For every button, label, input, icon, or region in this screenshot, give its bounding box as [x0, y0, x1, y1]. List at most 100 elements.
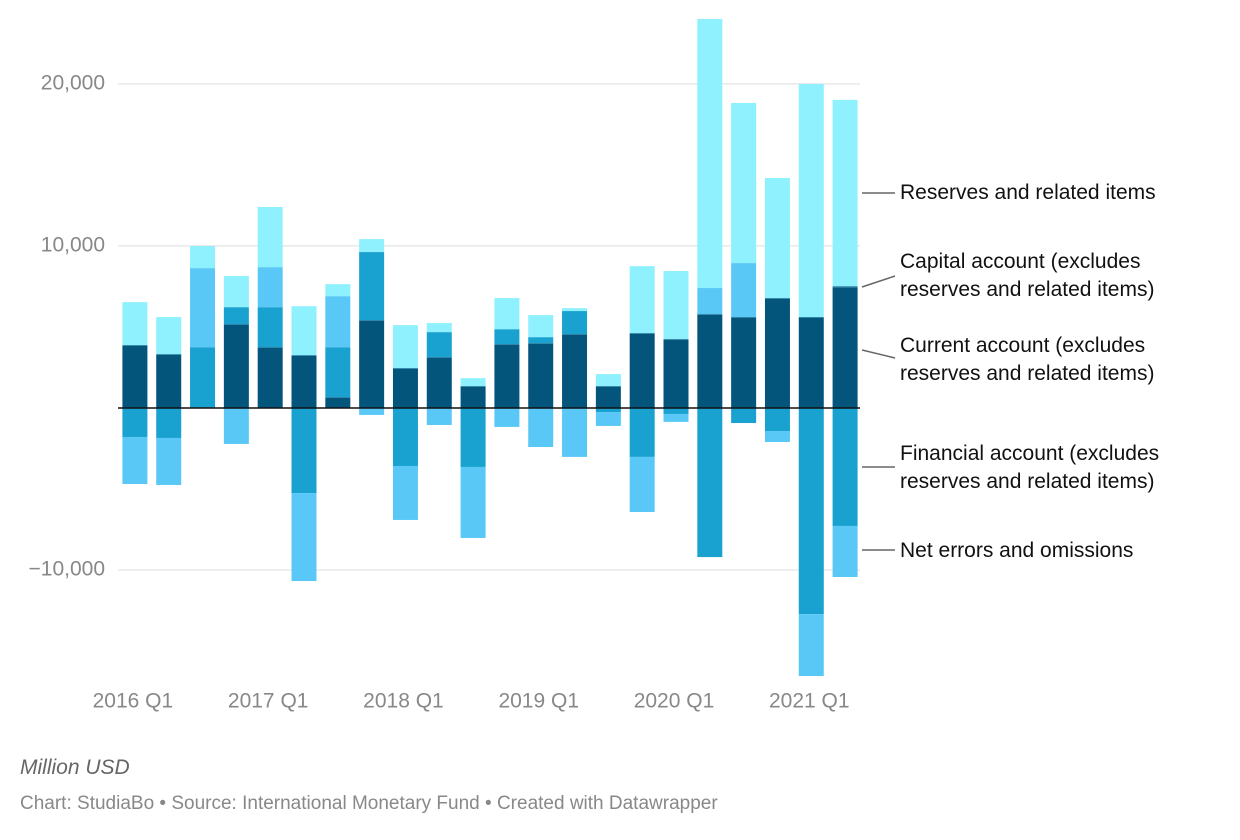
bar-segment: [629, 333, 655, 408]
bar-segment: [426, 357, 452, 408]
bar-segment: [629, 407, 655, 457]
bar-segment: [528, 407, 554, 448]
bar-segment: [798, 614, 824, 677]
x-tick-label: 2016 Q1: [93, 690, 174, 713]
bar-segment: [122, 436, 148, 484]
bar-segment: [359, 320, 385, 408]
bar-segment: [562, 334, 588, 408]
bar-segment: [629, 456, 655, 513]
bar-segment: [494, 407, 520, 427]
bar-segment: [460, 386, 486, 408]
bar-segment: [190, 246, 216, 269]
bar-segment: [426, 357, 452, 358]
bar-segment: [832, 407, 858, 526]
bar-segment: [223, 324, 249, 408]
bar-segment: [359, 239, 385, 253]
footer: Chart: StudiaBo • Source: International …: [20, 793, 718, 814]
bar-segment: [663, 339, 689, 408]
bar-segment: [122, 407, 148, 437]
bar-segment: [156, 354, 182, 355]
bar-segment: [528, 315, 554, 338]
bar-segment: [156, 407, 182, 438]
bar-segment: [595, 374, 621, 387]
bar-segment: [257, 307, 283, 348]
bar-segment: [562, 407, 588, 457]
bar-segment: [595, 412, 621, 426]
bar-segment: [325, 347, 351, 398]
bar-segment: [223, 324, 249, 325]
bar-segment: [562, 311, 588, 335]
bar-segment: [528, 343, 554, 408]
bar-segment: [697, 314, 723, 315]
bar-segment: [832, 525, 858, 578]
bar-segment: [257, 347, 283, 348]
chart: 20,000 10,000 −10,000 2016 Q1 2017 Q1 2018 Q1…: [29, 19, 896, 713]
bar-segment: [731, 263, 757, 318]
bar-segment: [122, 345, 148, 346]
x-tick-label: 2018 Q1: [363, 690, 444, 713]
bar-segment: [392, 368, 418, 408]
bar-segment: [291, 407, 317, 494]
y-tick-label: −10,000: [29, 558, 106, 581]
bar-segment: [223, 407, 249, 444]
bar-segment: [257, 267, 283, 308]
bar-segment: [426, 323, 452, 333]
bar-segment: [494, 329, 520, 345]
bar-segment: [325, 296, 351, 348]
bar-segment: [122, 345, 148, 408]
bar-segment: [697, 407, 723, 558]
bar-segment: [392, 368, 418, 369]
bar-segment: [156, 354, 182, 408]
bar-segment: [494, 298, 520, 330]
bar-segment: [460, 386, 486, 387]
bar-segment: [359, 252, 385, 321]
legend-label: Financial account (excludes reserves and…: [900, 442, 1160, 493]
bar-segment: [257, 348, 283, 408]
bar-segment: [392, 465, 418, 520]
bar-segment: [325, 397, 351, 398]
bar-segment: [460, 407, 486, 467]
bar-segment: [562, 334, 588, 335]
bar-segment: [595, 386, 621, 408]
bar-segment: [426, 407, 452, 425]
x-tick-label: 2021 Q1: [769, 690, 850, 713]
bar-segment: [190, 347, 216, 408]
bar-segment: [731, 317, 757, 408]
legend-label: Net errors and omissions: [900, 539, 1134, 562]
legend-connector: [861, 349, 896, 359]
bar-segment: [291, 355, 317, 356]
legend-connector: [861, 275, 896, 288]
bar-segment: [528, 343, 554, 344]
bar-segment: [798, 317, 824, 318]
bar-segment: [562, 308, 588, 312]
bar-segment: [359, 407, 385, 415]
bar-segment: [731, 407, 757, 424]
unit-label: Million USD: [20, 756, 130, 779]
bar-segment: [764, 407, 790, 431]
bar-segment: [731, 102, 757, 264]
bar-segment: [190, 268, 216, 348]
bar-segment: [392, 325, 418, 369]
bar-segment: [798, 317, 824, 408]
bar-segment: [832, 286, 858, 288]
bar-segment: [731, 317, 757, 318]
bar-segment: [663, 413, 689, 422]
x-tick-label: 2020 Q1: [634, 690, 715, 713]
bar-segment: [697, 288, 723, 315]
bar-segment: [392, 407, 418, 466]
bar-segment: [629, 266, 655, 334]
bar-segment: [832, 99, 858, 287]
bar-segment: [629, 333, 655, 334]
bar-segment: [460, 378, 486, 387]
bar-segment: [494, 344, 520, 408]
bar-segment: [663, 271, 689, 340]
x-tick-label: 2017 Q1: [228, 690, 309, 713]
bar-segment: [291, 355, 317, 408]
bar-segment: [832, 287, 858, 408]
bar-segment: [798, 83, 824, 318]
bar-segment: [460, 466, 486, 538]
bar-segment: [697, 19, 723, 289]
bar-segment: [359, 320, 385, 321]
bar-segment: [764, 177, 790, 299]
